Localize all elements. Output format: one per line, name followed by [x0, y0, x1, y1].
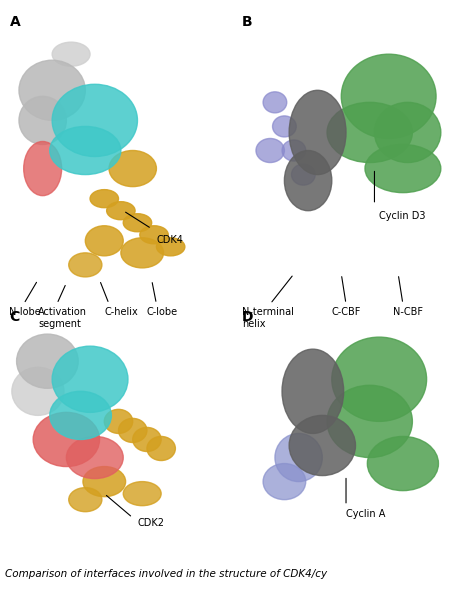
Ellipse shape [374, 102, 441, 163]
Ellipse shape [19, 96, 66, 144]
Ellipse shape [147, 436, 175, 461]
Ellipse shape [282, 349, 344, 433]
Text: C-CBF: C-CBF [332, 307, 361, 317]
Ellipse shape [123, 482, 161, 506]
Text: Cyclin A: Cyclin A [346, 509, 385, 519]
Text: B: B [242, 15, 252, 29]
Ellipse shape [327, 102, 412, 163]
Ellipse shape [341, 54, 436, 138]
Ellipse shape [52, 346, 128, 412]
Ellipse shape [50, 391, 111, 439]
Ellipse shape [12, 367, 64, 415]
Text: CDK2: CDK2 [137, 518, 164, 528]
Ellipse shape [109, 150, 156, 187]
Ellipse shape [140, 226, 168, 244]
Ellipse shape [263, 92, 287, 113]
Ellipse shape [289, 90, 346, 175]
Ellipse shape [292, 164, 315, 185]
Text: D: D [242, 310, 253, 324]
Text: CDK4: CDK4 [156, 235, 183, 245]
Text: N-CBF: N-CBF [393, 307, 423, 317]
Ellipse shape [282, 140, 306, 161]
Ellipse shape [284, 150, 332, 211]
Text: N-lobe: N-lobe [9, 307, 41, 317]
Ellipse shape [275, 433, 322, 482]
Ellipse shape [69, 488, 102, 512]
Ellipse shape [52, 42, 90, 66]
Ellipse shape [273, 116, 296, 137]
Ellipse shape [365, 144, 441, 193]
Ellipse shape [19, 60, 85, 120]
Text: A: A [9, 15, 20, 29]
Ellipse shape [289, 415, 356, 476]
Ellipse shape [33, 412, 100, 467]
Ellipse shape [83, 467, 126, 497]
Text: Cyclin D3: Cyclin D3 [379, 211, 426, 221]
Ellipse shape [90, 190, 118, 208]
Ellipse shape [367, 436, 438, 491]
Text: C-lobe: C-lobe [147, 307, 178, 317]
Ellipse shape [263, 464, 306, 500]
Text: C: C [9, 310, 20, 324]
Text: Activation
segment: Activation segment [38, 307, 87, 329]
Ellipse shape [104, 409, 133, 433]
Ellipse shape [332, 337, 427, 421]
Ellipse shape [123, 214, 152, 232]
Text: N-terminal
helix: N-terminal helix [242, 307, 293, 329]
Text: Comparison of interfaces involved in the structure of CDK4/cy: Comparison of interfaces involved in the… [5, 569, 327, 579]
Ellipse shape [85, 226, 123, 256]
Ellipse shape [17, 334, 78, 388]
Ellipse shape [24, 141, 62, 196]
Ellipse shape [121, 238, 164, 268]
Ellipse shape [50, 126, 121, 175]
Ellipse shape [66, 436, 123, 479]
Ellipse shape [256, 138, 284, 163]
Ellipse shape [107, 202, 135, 220]
Ellipse shape [118, 418, 147, 442]
Ellipse shape [156, 238, 185, 256]
Ellipse shape [52, 84, 137, 157]
Ellipse shape [327, 385, 412, 458]
Text: C-helix: C-helix [104, 307, 138, 317]
Ellipse shape [133, 427, 161, 452]
Ellipse shape [69, 253, 102, 277]
